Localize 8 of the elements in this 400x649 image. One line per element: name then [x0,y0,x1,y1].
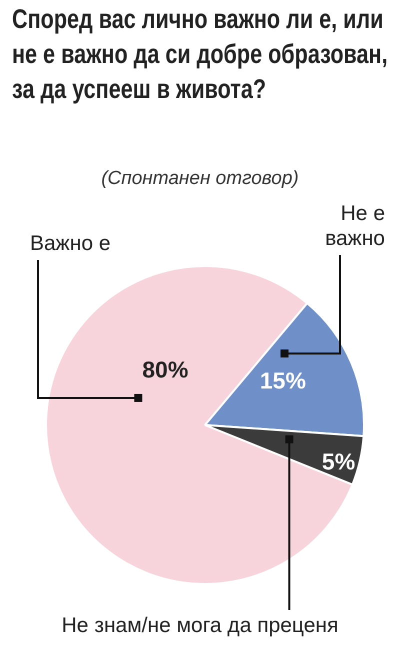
chart-title: Според вас лично важно ли е, или не е важно да си добре образован, за да успееш в живота? [12,3,388,106]
slice-label: Не знам/не мога да преценя [62,614,338,637]
slice-label: Не е важно [325,202,385,250]
slice-label: Важно е [30,232,111,255]
data-label: 5% [322,448,356,475]
data-label: 15% [260,367,306,394]
chart-subtitle: (Спонтанен отговор) [100,168,300,190]
data-label: 80% [142,356,188,382]
